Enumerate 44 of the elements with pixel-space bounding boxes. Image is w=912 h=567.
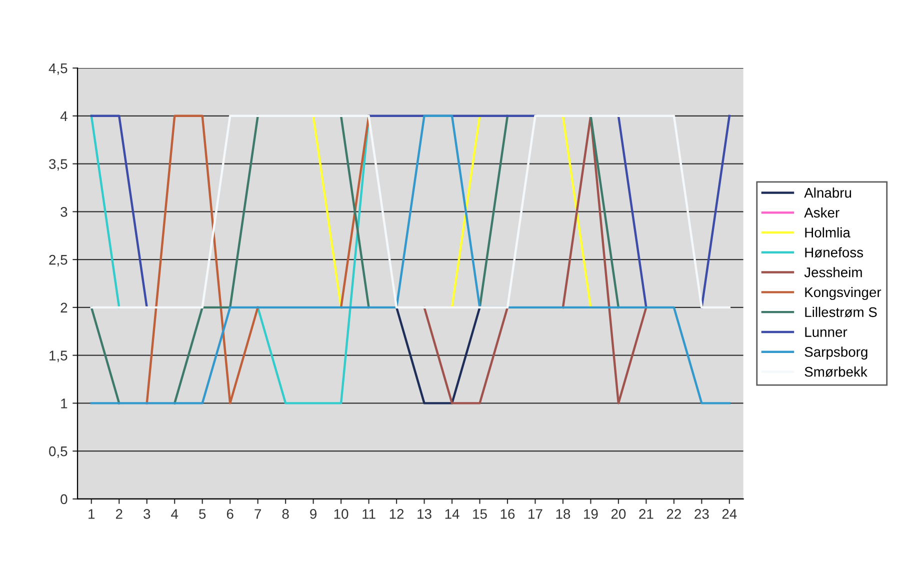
x-tick-label: 7	[254, 509, 261, 519]
legend-label: Sarpsborg	[804, 346, 868, 360]
y-tick-label: 3	[60, 207, 68, 217]
x-tick-label: 20	[611, 509, 626, 519]
legend-label: Hønefoss	[805, 247, 864, 258]
legend-label: Kongsvinger	[805, 286, 882, 300]
x-tick-label: 3	[144, 509, 150, 519]
y-tick-label: 2	[60, 302, 68, 312]
x-tick-label: 21	[639, 509, 654, 519]
x-tick-label: 14	[445, 509, 460, 519]
legend-label: Asker	[804, 207, 840, 218]
x-tick-label: 9	[310, 509, 317, 519]
y-tick-label: 2,5	[49, 254, 68, 266]
x-tick-label: 2	[116, 509, 122, 519]
x-tick-label: 12	[390, 509, 404, 519]
x-tick-label: 24	[722, 509, 737, 519]
x-tick-label: 13	[418, 509, 432, 519]
x-tick-label: 16	[500, 509, 515, 519]
x-tick-label: 6	[226, 509, 234, 519]
legend-label: Holmlia	[805, 227, 850, 238]
y-tick-label: 1,5	[50, 350, 68, 362]
y-tick-label: 0	[60, 494, 68, 504]
y-tick-label: 1	[61, 398, 68, 408]
x-tick-label: 5	[199, 509, 206, 519]
x-tick-label: 1	[88, 509, 95, 519]
x-tick-label: 10	[334, 509, 348, 519]
x-tick-label: 18	[556, 509, 570, 519]
x-tick-label: 11	[362, 509, 376, 519]
x-tick-label: 8	[282, 509, 289, 519]
legend-label: Alnabru	[804, 188, 852, 198]
x-tick-label: 4	[171, 509, 178, 519]
y-tick-label: 3,5	[49, 159, 68, 171]
x-tick-label: 17	[528, 509, 542, 519]
legend-label: Lillestrøm S	[805, 306, 877, 318]
y-tick-label: 4,5	[48, 64, 68, 75]
legend-label: Lunner	[805, 327, 848, 337]
x-tick-label: 15	[473, 509, 487, 519]
x-tick-label: 22	[666, 509, 681, 519]
legend-label: Smørbekk	[804, 366, 868, 377]
y-tick-label: 0,5	[49, 446, 68, 458]
legend-label: Jessheim	[804, 267, 862, 278]
x-tick-label: 19	[584, 509, 598, 519]
y-tick-label: 4	[60, 111, 68, 121]
x-tick-label: 23	[694, 509, 709, 519]
